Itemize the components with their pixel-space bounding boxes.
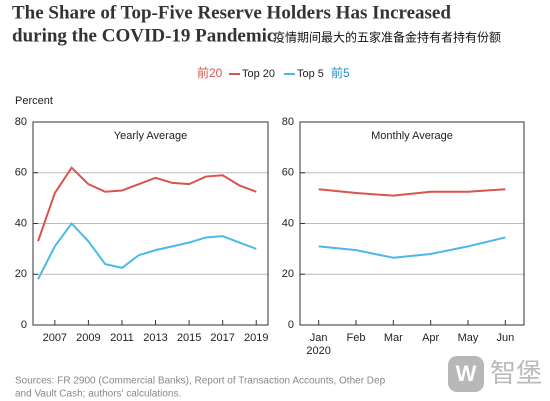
title-line: The Share of Top-Five Reserve Holders Ha…: [12, 2, 451, 23]
x-tick-label: Feb: [347, 332, 366, 344]
y-tick-label: 60: [282, 167, 294, 179]
panel-title: Monthly Average: [371, 130, 453, 142]
series-line: [318, 188, 506, 197]
source: Sources: FR 2900 (Commercial Banks), Rep…: [15, 376, 386, 387]
annotation: 疫情期间最大的五家准备金持有者持有份额: [273, 30, 501, 45]
title-line: during the COVID-19 Pandemic: [12, 25, 275, 46]
x-tick-label: 2011: [110, 332, 134, 344]
x-tick-label: 2009: [76, 332, 100, 344]
legend-label: Top 20: [242, 68, 275, 80]
y-tick-label: 40: [282, 217, 294, 229]
y-axis-label: Percent: [15, 95, 53, 107]
plot-frame: [299, 121, 525, 326]
x-tick-label: 2019: [244, 332, 268, 344]
x-tick-label: May: [458, 332, 479, 344]
series-line: [37, 166, 257, 242]
x-tick-label: 2015: [177, 332, 201, 344]
x-sublabel: 2020: [306, 345, 330, 357]
legend-label: Top 5: [297, 68, 324, 80]
plot-frame: [32, 121, 269, 326]
y-tick-label: 0: [288, 319, 294, 331]
x-tick-label: Jun: [496, 332, 514, 344]
x-tick-label: 2013: [143, 332, 167, 344]
source: and Vault Cash; authors' calculations.: [15, 389, 181, 400]
legend-annotation: 前5: [331, 65, 350, 80]
y-tick-label: 80: [282, 116, 294, 128]
series-line: [37, 221, 257, 280]
svg-text:W: W: [456, 361, 477, 386]
watermark-logo: W: [448, 356, 484, 392]
panel-title: Yearly Average: [114, 130, 187, 142]
x-tick-label: 2017: [210, 332, 234, 344]
x-tick-label: 2007: [43, 332, 67, 344]
series-line: [318, 236, 506, 259]
x-tick-label: Apr: [422, 332, 439, 344]
y-tick-label: 40: [15, 217, 27, 229]
y-tick-label: 20: [282, 268, 294, 280]
x-tick-label: Jan: [310, 332, 328, 344]
watermark: 智堡: [490, 358, 542, 388]
legend-annotation: 前20: [197, 65, 223, 80]
y-tick-label: 0: [21, 319, 27, 331]
y-tick-label: 80: [15, 116, 27, 128]
x-tick-label: Mar: [384, 332, 403, 344]
y-tick-label: 20: [15, 268, 27, 280]
y-tick-label: 60: [15, 167, 27, 179]
